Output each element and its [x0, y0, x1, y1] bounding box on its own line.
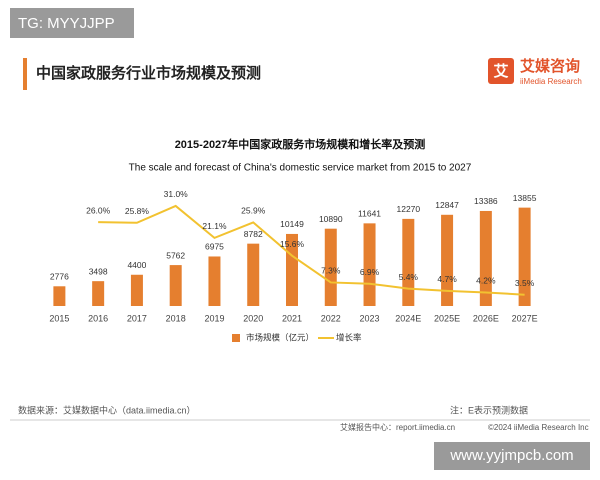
note: 注：E表示预测数据: [450, 404, 528, 415]
line-value-label: 21.1%: [202, 221, 227, 231]
line-value-label: 4.2%: [476, 276, 496, 286]
bar: [169, 265, 182, 306]
watermark: TG: MYYJJPP: [18, 15, 115, 32]
logo-icon: 艾: [493, 63, 508, 80]
line-value-label: 15.6%: [280, 239, 305, 249]
bar-value-label: 5762: [166, 250, 185, 260]
logo-name: 艾媒咨询: [520, 57, 580, 75]
x-tick-label: 2024E: [395, 313, 421, 323]
bar-value-label: 11641: [358, 209, 381, 219]
bar-value-label: 6975: [205, 242, 224, 252]
x-tick-label: 2022: [321, 313, 341, 323]
bar: [363, 223, 376, 306]
bar: [208, 256, 221, 306]
x-tick-label: 2023: [360, 313, 380, 323]
line-value-label: 25.8%: [125, 206, 150, 216]
watermark-box: [434, 442, 590, 470]
line-value-label: 25.9%: [241, 206, 266, 216]
bar: [92, 281, 105, 306]
chart-subtitle: The scale and forecast of China's domest…: [129, 163, 472, 174]
copyright: ©2024 iiMedia Research Inc: [488, 423, 589, 432]
bar-value-label: 10890: [319, 214, 343, 224]
x-tick-label: 2026E: [473, 313, 499, 323]
legend-label: 增长率: [336, 332, 362, 342]
report: 艾媒报告中心：report.iimedia.cn: [340, 422, 455, 432]
x-tick-label: 2021: [282, 313, 302, 323]
bar: [324, 228, 337, 306]
logo-box: [488, 58, 514, 84]
x-tick-label: 2027E: [512, 313, 538, 323]
title-accent: [23, 58, 27, 90]
chart-title: 2015-2027年中国家政服务市场规模和增长率及预测: [175, 137, 426, 151]
x-tick-label: 2019: [204, 313, 224, 323]
x-tick-label: 2020: [243, 313, 263, 323]
line-value-label: 4.7%: [437, 274, 457, 284]
bar-value-label: 13386: [474, 196, 498, 206]
x-tick-label: 2018: [166, 313, 186, 323]
logo-en: iiMedia Research: [520, 77, 582, 86]
legend-swatch: [232, 334, 240, 342]
line-value-label: 26.0%: [86, 205, 111, 215]
x-tick-label: 2016: [88, 313, 108, 323]
x-tick-label: 2025E: [434, 313, 460, 323]
bar: [247, 243, 260, 306]
line-value-label: 3.5%: [515, 278, 535, 288]
watermark: www.yyjmpcb.com: [449, 447, 573, 464]
line-value-label: 5.4%: [399, 272, 419, 282]
legend-label: 市场规模（亿元）: [246, 332, 314, 342]
line-value-label: 31.0%: [164, 189, 189, 199]
line-value-label: 7.3%: [321, 266, 341, 276]
watermark-box: [10, 8, 134, 38]
bar-value-label: 3498: [89, 266, 108, 276]
bar: [518, 207, 531, 306]
bar: [479, 210, 492, 306]
bar-value-label: 8782: [244, 229, 263, 239]
source: 数据来源：艾媒数据中心（data.iimedia.cn）: [18, 404, 196, 415]
bar-value-label: 12270: [396, 204, 420, 214]
x-tick-label: 2017: [127, 313, 147, 323]
x-tick-label: 2015: [49, 313, 69, 323]
bar-value-label: 13855: [513, 193, 537, 203]
line-value-label: 6.9%: [360, 267, 380, 277]
bar-value-label: 4400: [127, 260, 146, 270]
bar-value-label: 2776: [50, 272, 69, 282]
page-title: 中国家政服务行业市场规模及预测: [36, 64, 261, 82]
bar-value-label: 10149: [280, 219, 304, 229]
bar-value-label: 12847: [435, 200, 459, 210]
bar: [130, 274, 143, 306]
bar: [441, 214, 454, 306]
bar: [53, 286, 66, 306]
line: [98, 204, 525, 296]
bar: [402, 218, 415, 306]
